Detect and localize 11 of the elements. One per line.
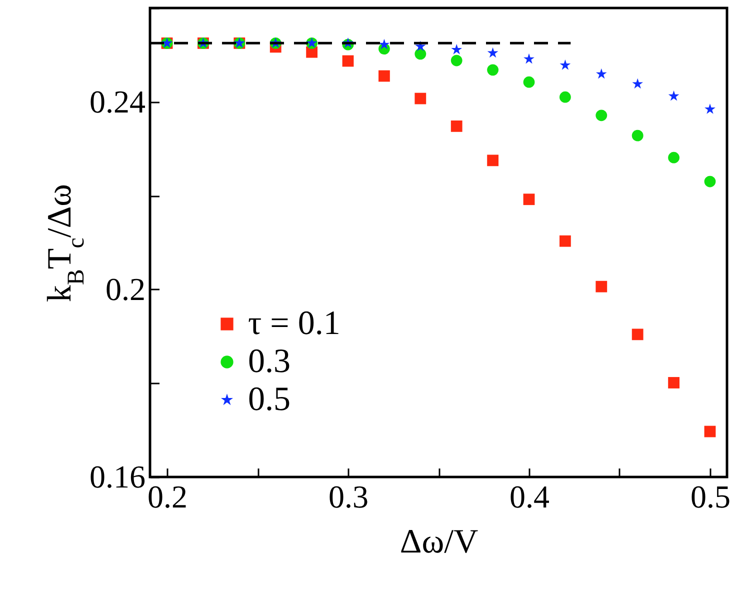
legend-label: 0.5: [248, 381, 290, 418]
x-tick-label: 0.4: [509, 478, 550, 514]
x-tick-label: 0.5: [690, 478, 730, 514]
x-tick-label: 0.2: [148, 478, 188, 514]
x-axis-title: Δω/V: [400, 524, 479, 560]
y-tick-label: 0.16: [90, 458, 146, 494]
legend-label: τ = 0.1: [248, 305, 340, 342]
y-tick-label: 0.2: [106, 270, 146, 307]
x-tick-label: 0.3: [328, 478, 369, 514]
legend-label: 0.3: [248, 343, 290, 380]
y-tick-label: 0.24: [90, 83, 146, 120]
